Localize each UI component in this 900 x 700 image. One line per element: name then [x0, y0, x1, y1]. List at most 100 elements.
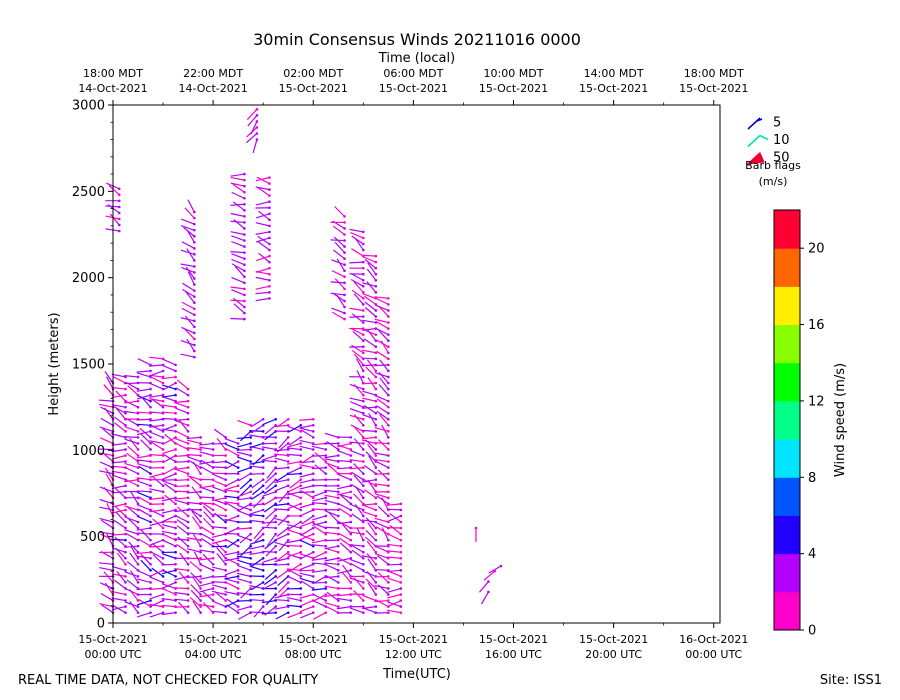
- wind-barb-dot: [324, 514, 328, 518]
- wind-barb-staff: [151, 567, 164, 577]
- wind-barb-595: [299, 427, 315, 433]
- wind-barb-staff: [324, 494, 339, 499]
- wind-barb-50: [114, 536, 127, 548]
- wind-barb-dot: [136, 436, 140, 439]
- wind-barb-staff: [249, 519, 264, 523]
- wind-barb-staff: [125, 532, 139, 541]
- wind-barb-staff: [182, 288, 195, 298]
- wind-barb-749: [350, 232, 365, 240]
- wind-barb-dot: [399, 599, 403, 602]
- wind-barb-dot: [243, 269, 246, 273]
- wind-barb-209: [162, 581, 177, 589]
- wind-barb-926: [231, 253, 246, 260]
- wind-barb-dot: [299, 496, 303, 500]
- wind-barb-staff: [150, 551, 164, 559]
- wind-barb-573: [299, 562, 315, 570]
- wind-barb-949: [255, 285, 271, 290]
- wind-barb-dot: [186, 587, 190, 590]
- wind-barb-staff: [136, 372, 151, 378]
- wind-barb-dot: [349, 508, 353, 512]
- wind-barb-dot: [261, 466, 265, 469]
- wind-barb-260: [176, 519, 190, 530]
- wind-barb-staff: [374, 364, 389, 367]
- wind-barb-dot: [374, 436, 378, 439]
- wind-barb-166: [149, 576, 165, 584]
- wind-barb-554: [287, 484, 303, 493]
- wind-barb-staff: [211, 466, 226, 469]
- wind-barb-423: [240, 484, 252, 496]
- wind-barb-967: [255, 176, 271, 182]
- wind-barb-staff: [376, 495, 389, 505]
- wind-barb-staff: [274, 479, 289, 484]
- wind-barb-staff: [180, 225, 195, 231]
- wind-barb-dot: [336, 562, 340, 566]
- wind-barb-707: [351, 483, 365, 494]
- wind-barb-staff: [162, 480, 176, 487]
- wind-barb-950: [255, 276, 271, 282]
- wind-barb-125: [137, 570, 152, 578]
- wind-barb-905: [181, 266, 196, 274]
- wind-barb-dot: [374, 345, 378, 349]
- wind-barb-dot: [299, 502, 303, 506]
- wind-barb-staff: [334, 241, 345, 254]
- wind-barb-staff: [349, 414, 364, 420]
- wind-barb-dot: [261, 514, 265, 518]
- wind-barb-dot: [387, 375, 390, 379]
- wind-barb-dot: [362, 454, 365, 457]
- wind-barb-staff: [363, 404, 377, 414]
- wind-barb-859: [374, 318, 390, 324]
- wind-barb-683: [337, 450, 353, 457]
- wind-barb-staff: [99, 517, 114, 523]
- wind-barb-dot: [261, 454, 265, 457]
- wind-barb-dot: [362, 248, 365, 252]
- wind-barb-staff: [211, 513, 226, 517]
- wind-barb-863: [374, 296, 390, 300]
- wind-barb-dot: [136, 611, 140, 614]
- wind-barb-staff: [149, 431, 164, 438]
- wind-barb-staff: [111, 597, 126, 602]
- top-tick-date: 15-Oct-2021: [379, 82, 448, 95]
- wind-barb-623: [314, 452, 328, 463]
- wind-barb-staff: [251, 485, 264, 496]
- wind-barb-dot: [336, 550, 340, 554]
- wind-barb-staff: [261, 459, 276, 463]
- wind-barb-dot: [374, 260, 378, 264]
- wind-barb-394: [224, 484, 240, 491]
- top-tick-time: 02:00 MDT: [283, 67, 343, 80]
- wind-barb-staff: [174, 467, 189, 471]
- wind-barb-515: [274, 517, 290, 524]
- wind-barb-staff: [104, 582, 114, 595]
- wind-barb-staff: [263, 503, 277, 513]
- wind-barb-staff: [367, 443, 377, 456]
- wind-barb-780: [361, 436, 378, 440]
- wind-barb-staff: [239, 430, 252, 442]
- wind-barb-451: [249, 508, 265, 515]
- wind-barb-staff: [300, 539, 314, 547]
- wind-barb-100: [125, 478, 140, 488]
- wind-barb-staff: [149, 473, 164, 478]
- wind-barb-staff: [301, 455, 314, 464]
- wind-barb-685: [337, 442, 353, 448]
- wind-barb-dot: [224, 575, 227, 578]
- wind-barb-893: [180, 339, 196, 347]
- wind-barb-staff: [286, 491, 301, 496]
- wind-barb-dot: [311, 514, 315, 518]
- wind-barb-staff: [367, 262, 377, 275]
- wind-barb-51: [111, 538, 127, 542]
- barb-legend-flag: [746, 152, 765, 165]
- wind-barb-868: [387, 587, 403, 593]
- wind-barb-312: [186, 439, 202, 445]
- wind-barb-staff: [174, 419, 189, 426]
- wind-barb-staff: [338, 507, 352, 517]
- wind-barb-727: [356, 358, 365, 373]
- wind-barb-staff: [250, 121, 258, 135]
- barb-legend-value: 10: [773, 133, 790, 148]
- wind-barb-291: [189, 560, 202, 572]
- wind-barb-staff: [111, 448, 126, 453]
- wind-barb-693: [349, 575, 365, 578]
- wind-barb-staff: [200, 532, 214, 541]
- wind-barb-dot: [362, 448, 365, 451]
- wind-barb-dot: [211, 490, 215, 494]
- wind-barb-staff: [111, 442, 126, 446]
- x-tick-time: 04:00 UTC: [185, 648, 242, 661]
